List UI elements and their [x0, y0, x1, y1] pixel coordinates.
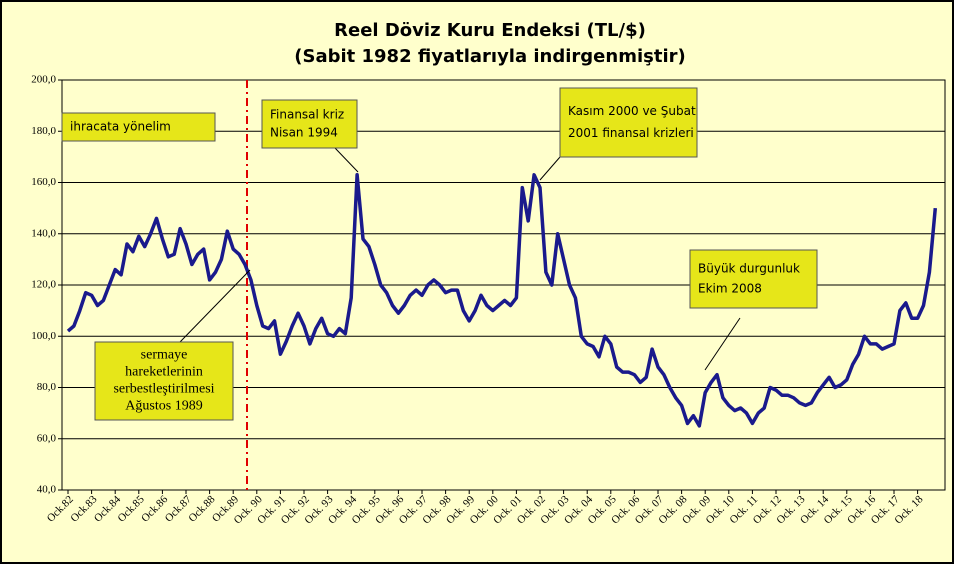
chart-subtitle: (Sabit 1982 fiyatlarıyla indirgenmiştir) [294, 46, 685, 67]
annotation-text: ihracata yönelim [70, 120, 171, 134]
leader-line [704, 317, 741, 371]
annotation-box [261, 99, 358, 149]
annotation-box [94, 341, 234, 421]
annotation-text: serbestleştirilmesi [113, 382, 214, 397]
y-tick-label: 140,0 [31, 227, 56, 239]
leader-line [539, 156, 561, 181]
annotation-text: Büyük durgunluk [698, 262, 800, 276]
data-line [66, 173, 938, 428]
annotation-text: hareketlerinin [125, 365, 203, 380]
annotation-text: Nisan 1994 [270, 126, 338, 140]
y-tick-label: 60,0 [37, 432, 57, 444]
annotation-text: Finansal kriz [270, 108, 344, 122]
y-tick-label: 180,0 [31, 125, 56, 137]
annotation-text: Ağustos 1989 [125, 399, 202, 414]
y-tick-label: 100,0 [31, 330, 56, 342]
leader-line [179, 269, 251, 343]
y-tick-label: 120,0 [31, 279, 56, 291]
y-tick-label: 200,0 [31, 74, 56, 86]
leader-line [334, 147, 359, 173]
annotation-text: 2001 finansal krizleri [568, 126, 694, 140]
annotation-text: Kasım 2000 ve Şubat [568, 104, 696, 118]
annotation-box [689, 249, 818, 309]
annotation-box [61, 112, 216, 142]
chart-title: Reel Döviz Kuru Endeksi (TL/$) [334, 20, 646, 41]
y-tick-label: 160,0 [31, 176, 56, 188]
annotation-text: Ekim 2008 [698, 282, 762, 296]
annotation-text: sermaye [141, 348, 188, 363]
y-tick-label: 80,0 [37, 381, 57, 393]
y-tick-label: 40,0 [37, 484, 57, 496]
annotation-box [559, 87, 698, 158]
